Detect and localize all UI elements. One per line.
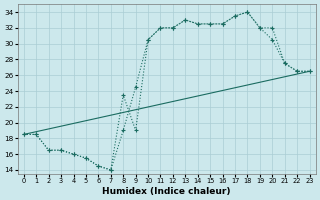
- X-axis label: Humidex (Indice chaleur): Humidex (Indice chaleur): [102, 187, 231, 196]
